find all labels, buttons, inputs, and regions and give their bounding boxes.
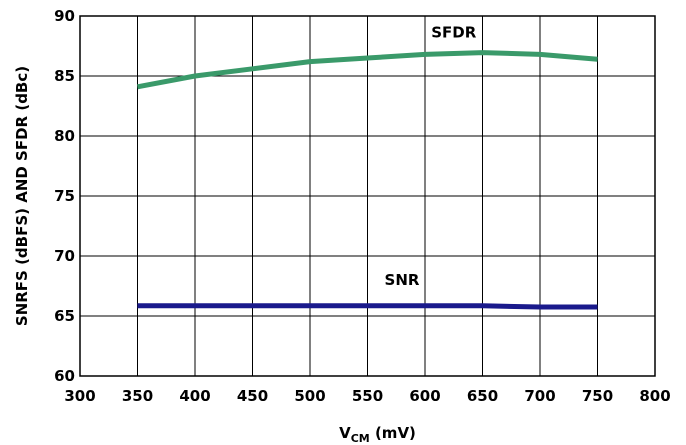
- x-axis-label-main: V: [339, 424, 351, 442]
- series-lines: [137, 50, 598, 310]
- annotation-background: [427, 23, 480, 43]
- x-tick-label: 400: [179, 387, 210, 405]
- y-tick-label: 90: [54, 7, 75, 25]
- x-tick-label: 350: [122, 387, 153, 405]
- y-tick-label: 60: [54, 367, 75, 385]
- x-axis-label-unit: (mV): [370, 424, 416, 442]
- y-tick-label: 65: [54, 307, 75, 325]
- x-tick-label: 750: [582, 387, 613, 405]
- x-tick-labels: 300 350 400 450 500 550 600 650 700 750 800: [64, 387, 670, 405]
- x-axis-label-sub: CM: [351, 432, 370, 445]
- plot-frame: [79, 15, 656, 377]
- y-tick-label: 70: [54, 247, 75, 265]
- y-tick-labels: 60 65 70 75 80 85 90: [54, 7, 75, 385]
- x-tick-label: 600: [409, 387, 440, 405]
- x-tick-label: 700: [524, 387, 555, 405]
- x-tick-label: 500: [294, 387, 325, 405]
- y-tick-label: 85: [54, 67, 75, 85]
- x-tick-label: 450: [237, 387, 268, 405]
- x-tick-label: 650: [467, 387, 498, 405]
- x-tick-label: 800: [639, 387, 670, 405]
- x-axis-label: VCM (mV): [339, 424, 416, 445]
- grid: [79, 15, 656, 377]
- annotation-background: [381, 270, 423, 290]
- y-tick-label: 80: [54, 127, 75, 145]
- x-tick-label: 300: [64, 387, 95, 405]
- series-line-snr: [137, 303, 598, 310]
- series-annotations: SFDR SNR: [381, 23, 480, 290]
- y-tick-label: 75: [54, 187, 75, 205]
- series-line-sfdr: [137, 50, 598, 90]
- y-axis-label: SNRFS (dBFS) AND SFDR (dBc): [13, 66, 31, 326]
- x-tick-label: 550: [352, 387, 383, 405]
- annotation-sfdr: SFDR: [431, 24, 477, 42]
- annotation-snr: SNR: [385, 271, 420, 289]
